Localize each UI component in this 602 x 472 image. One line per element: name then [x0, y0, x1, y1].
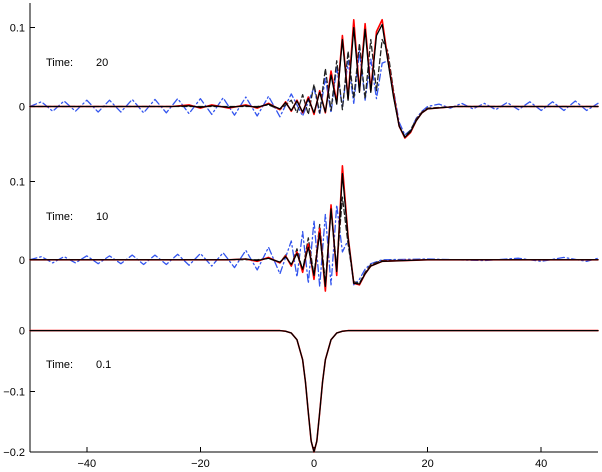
time-annotation-label: Time:: [46, 359, 73, 371]
y-tick-label: 0.1: [10, 176, 25, 188]
y-tick-label: 0.1: [10, 23, 25, 35]
y-tick-label: −0.2: [3, 447, 25, 459]
series-line-black-dashed: [29, 38, 599, 138]
y-tick-label: −0.1: [3, 386, 25, 398]
time-annotation-label: Time:: [46, 211, 73, 223]
time-annotation-value: 0.1: [96, 359, 111, 371]
series-line-black-solid: [29, 329, 599, 453]
y-tick-label: 0: [19, 102, 25, 114]
x-tick-label: 0: [311, 458, 317, 470]
x-tick-label: 20: [421, 458, 433, 470]
time-annotation-value: 10: [96, 211, 108, 223]
series-line-black-solid: [29, 173, 599, 288]
x-tick-label: −40: [77, 458, 96, 470]
text-layer: −40 −20 0 20 40 0 0.1 Time: 20 0 0.1 Time: 10 0 −0.1 −0…: [3, 23, 547, 470]
series-line-black-solid: [29, 23, 599, 138]
x-tick-label: −20: [191, 458, 210, 470]
y-tick-label: 0: [19, 326, 25, 338]
time-annotation-label: Time:: [46, 57, 73, 69]
series-layer: [29, 18, 599, 453]
series-line-blue-dashdot: [29, 50, 599, 136]
x-tick-label: 40: [535, 458, 547, 470]
y-tick-label: 0: [19, 255, 25, 267]
time-annotation-value: 20: [96, 57, 108, 69]
